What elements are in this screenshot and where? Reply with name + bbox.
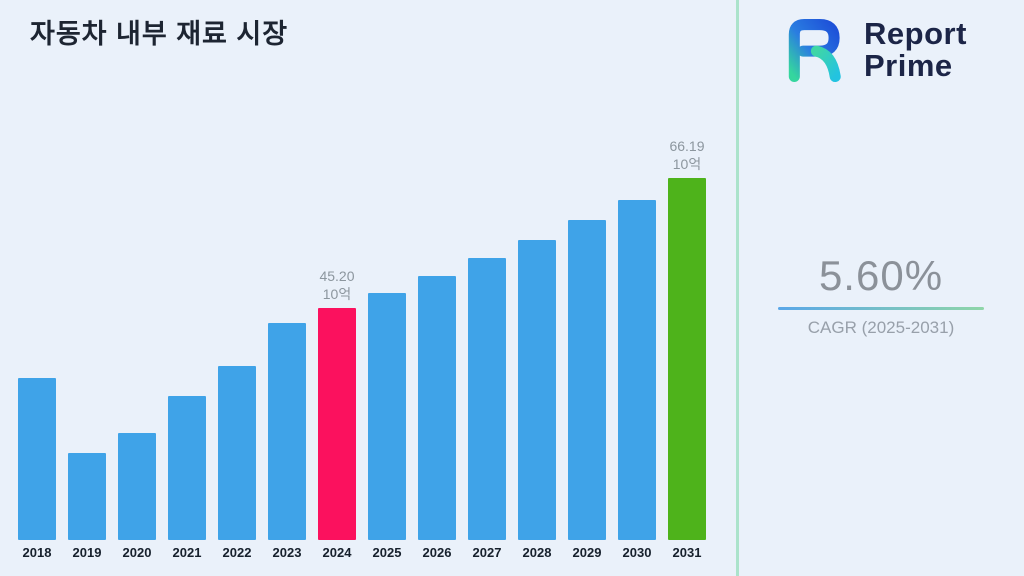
cagr-block: 5.60% CAGR (2025-2031) (768, 252, 994, 338)
bar-group-2020 (118, 433, 156, 540)
x-tick-2029: 2029 (572, 545, 602, 560)
bar-group-2028 (518, 240, 556, 540)
x-tick-2027: 2027 (472, 545, 502, 560)
bar-2025 (368, 293, 406, 540)
bar-2030 (618, 200, 656, 540)
x-tick-2023: 2023 (272, 545, 302, 560)
x-tick-2026: 2026 (422, 545, 452, 560)
bar-group-2027 (468, 258, 506, 540)
bar-2028 (518, 240, 556, 540)
x-tick-2021: 2021 (172, 545, 202, 560)
bar-group-2019 (68, 453, 106, 540)
logo-line1: Report (864, 16, 967, 52)
bar-2029 (568, 220, 606, 540)
bar-group-2025 (368, 293, 406, 540)
x-axis-tick-labels: 2018 2019 2020 2021 2022 2023 2024 2025 2026 2027… (18, 545, 718, 560)
x-tick-2019: 2019 (72, 545, 102, 560)
bar-value-label-2024: 45.20 10억 (319, 267, 355, 302)
x-tick-2031: 2031 (672, 545, 702, 560)
bar-2023 (268, 323, 306, 540)
cagr-underline (778, 307, 984, 310)
bar-2031 (668, 178, 706, 540)
bar-group-2021 (168, 396, 206, 540)
logo-line2: Prime (864, 48, 953, 83)
x-tick-2018: 2018 (22, 545, 52, 560)
report-prime-logo-icon (788, 19, 841, 83)
x-tick-2025: 2025 (372, 545, 402, 560)
vertical-divider (736, 0, 739, 576)
bar-2026 (418, 276, 456, 540)
page-title: 자동차 내부 재료 시장 (30, 19, 289, 49)
cagr-label: CAGR (2025-2031) (807, 318, 955, 337)
bar-group-2029 (568, 220, 606, 540)
bar-2024 (318, 308, 356, 540)
bar-group-2023 (268, 323, 306, 540)
x-tick-2022: 2022 (222, 545, 252, 560)
x-tick-2024: 2024 (322, 545, 352, 560)
bar-group-2018 (18, 378, 56, 540)
bar-2022 (218, 366, 256, 540)
x-tick-2030: 2030 (622, 545, 652, 560)
cagr-value: 5.60% (818, 252, 944, 299)
x-tick-2020: 2020 (122, 545, 152, 560)
bar-group-2026 (418, 276, 456, 540)
bar-group-2031: 66.19 10억 (668, 137, 706, 540)
bar-group-2024: 45.20 10억 (318, 267, 356, 540)
logo-text: Report Prime (864, 18, 967, 81)
bar-2027 (468, 258, 506, 540)
bar-group-2030 (618, 200, 656, 540)
x-tick-2028: 2028 (522, 545, 552, 560)
bar-2019 (68, 453, 106, 540)
bar-2018 (18, 378, 56, 540)
bar-2020 (118, 433, 156, 540)
report-prime-logo: Report Prime (770, 8, 967, 92)
bar-group-2022 (218, 366, 256, 540)
bar-chart: 45.20 10억 66.19 10억 (18, 138, 718, 540)
bar-2021 (168, 396, 206, 540)
bar-value-label-2031: 66.19 10억 (669, 137, 705, 172)
